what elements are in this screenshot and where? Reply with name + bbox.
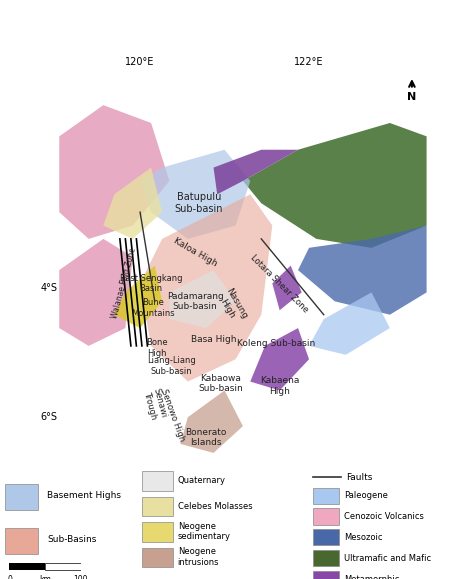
Polygon shape bbox=[250, 328, 309, 390]
Text: Liang-Liang
Sub-basin: Liang-Liang Sub-basin bbox=[147, 356, 196, 376]
Polygon shape bbox=[59, 239, 133, 346]
Text: Neogene
sedimentary: Neogene sedimentary bbox=[178, 522, 231, 541]
FancyBboxPatch shape bbox=[313, 571, 339, 579]
Text: Neogene
intrusions: Neogene intrusions bbox=[178, 547, 219, 567]
FancyBboxPatch shape bbox=[5, 484, 38, 510]
Text: Basement Highs: Basement Highs bbox=[47, 491, 121, 500]
Polygon shape bbox=[114, 266, 162, 328]
Text: Paleogene: Paleogene bbox=[344, 491, 388, 500]
FancyBboxPatch shape bbox=[313, 488, 339, 504]
Text: Kabaena
High: Kabaena High bbox=[260, 376, 300, 395]
FancyBboxPatch shape bbox=[142, 497, 173, 516]
Text: East Sengkang
Basin: East Sengkang Basin bbox=[120, 274, 182, 293]
Polygon shape bbox=[140, 150, 250, 239]
Text: Senawi
Trough: Senawi Trough bbox=[141, 387, 168, 421]
Text: Basa High: Basa High bbox=[191, 335, 236, 344]
Text: Senowo High: Senowo High bbox=[159, 387, 187, 442]
Text: Walanae Fold Zone: Walanae Fold Zone bbox=[110, 247, 137, 320]
Text: Ultramafic and Mafic: Ultramafic and Mafic bbox=[344, 554, 431, 563]
FancyBboxPatch shape bbox=[313, 508, 339, 525]
Text: Bone
High: Bone High bbox=[146, 338, 167, 358]
Text: Lotara Shear Zone: Lotara Shear Zone bbox=[249, 253, 310, 314]
Polygon shape bbox=[213, 150, 298, 195]
FancyBboxPatch shape bbox=[142, 471, 173, 491]
Text: 0: 0 bbox=[7, 576, 12, 579]
Text: Metamorphic: Metamorphic bbox=[344, 574, 399, 579]
Text: Faults: Faults bbox=[346, 472, 373, 482]
Text: 122°E: 122°E bbox=[294, 57, 324, 67]
Text: Sub-Basins: Sub-Basins bbox=[47, 535, 97, 544]
FancyBboxPatch shape bbox=[142, 548, 173, 567]
Polygon shape bbox=[309, 292, 390, 355]
Text: Koleng Sub-basin: Koleng Sub-basin bbox=[237, 339, 315, 348]
Text: 4°S: 4°S bbox=[40, 283, 57, 293]
Text: 100: 100 bbox=[73, 576, 88, 579]
Text: Quaternary: Quaternary bbox=[178, 476, 226, 485]
Text: Cenozoic Volcanics: Cenozoic Volcanics bbox=[344, 512, 424, 521]
Polygon shape bbox=[298, 226, 427, 315]
Text: km: km bbox=[39, 576, 51, 579]
FancyBboxPatch shape bbox=[313, 529, 339, 545]
Bar bbox=[9, 563, 45, 570]
Polygon shape bbox=[243, 123, 427, 248]
Polygon shape bbox=[169, 270, 236, 328]
Text: 6°S: 6°S bbox=[40, 412, 57, 422]
FancyBboxPatch shape bbox=[313, 550, 339, 566]
Polygon shape bbox=[103, 167, 162, 239]
Text: N: N bbox=[407, 92, 417, 102]
Text: Kabaowa
Sub-basin: Kabaowa Sub-basin bbox=[199, 374, 243, 394]
Text: Kaloa High: Kaloa High bbox=[172, 236, 219, 268]
Polygon shape bbox=[181, 390, 243, 453]
Text: Bonerato
Islands: Bonerato Islands bbox=[185, 427, 227, 447]
Polygon shape bbox=[59, 105, 169, 239]
FancyBboxPatch shape bbox=[5, 528, 38, 554]
Text: Batupulu
Sub-basin: Batupulu Sub-basin bbox=[174, 192, 223, 214]
Bar bbox=[45, 563, 81, 570]
Text: Celebes Molasses: Celebes Molasses bbox=[178, 501, 252, 511]
Polygon shape bbox=[140, 195, 272, 382]
Text: 120°E: 120°E bbox=[126, 57, 155, 67]
Text: Nasung
High: Nasung High bbox=[215, 286, 249, 325]
Text: Mesozoic: Mesozoic bbox=[344, 533, 382, 542]
Polygon shape bbox=[272, 266, 301, 310]
FancyBboxPatch shape bbox=[142, 522, 173, 542]
Text: Bune
Mountains: Bune Mountains bbox=[131, 298, 175, 318]
Text: Padamarang
Sub-basin: Padamarang Sub-basin bbox=[167, 292, 224, 311]
